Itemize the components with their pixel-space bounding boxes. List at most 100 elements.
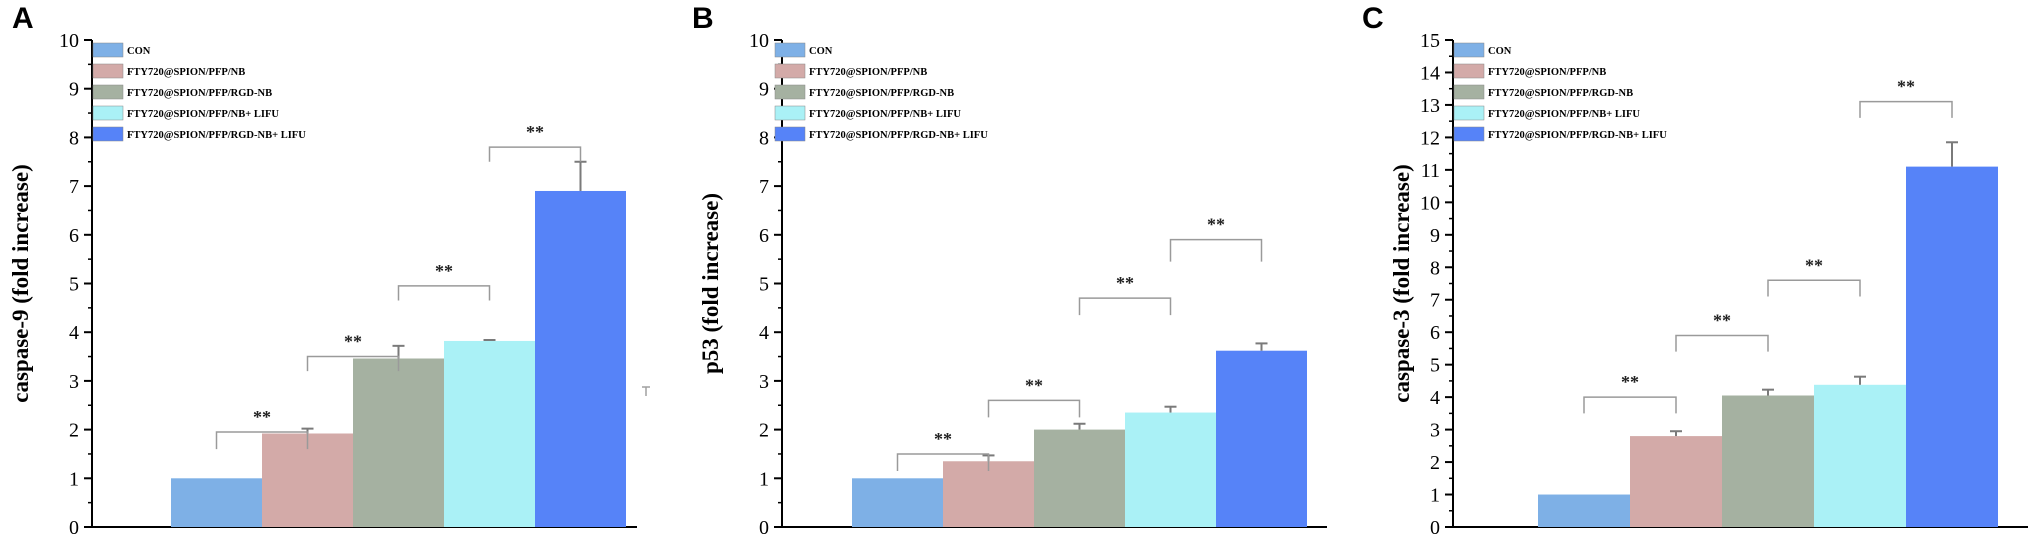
- bar-4: [1814, 384, 1906, 527]
- significance-label: **: [1897, 77, 1915, 97]
- significance-bracket: [1767, 279, 1861, 297]
- legend-label: FTY720@SPION/PFP/RGD-NB+ LIFU: [809, 130, 988, 141]
- significance-label: **: [1025, 375, 1043, 395]
- bar-2: [262, 433, 353, 527]
- y-tick-label: 10: [1420, 192, 1440, 214]
- stray-mark: [642, 386, 650, 396]
- significance-bracket: [215, 431, 309, 450]
- y-tick-label: 1: [1430, 485, 1440, 507]
- y-tick-label: 5: [759, 274, 769, 296]
- legend-swatch: [92, 63, 124, 79]
- significance-bracket: [1583, 396, 1677, 414]
- y-tick-label: 7: [759, 176, 769, 198]
- panel-letter: C: [1362, 2, 1384, 35]
- legend-label: FTY720@SPION/PFP/RGD-NB: [127, 88, 272, 99]
- y-tick-label: 12: [1420, 127, 1440, 149]
- legend-label: CON: [809, 46, 833, 57]
- y-axis-label: caspase-3 (fold increase): [1389, 164, 1414, 402]
- y-tick-label: 0: [1430, 517, 1440, 539]
- bar-5: [1906, 166, 1998, 527]
- legend-swatch: [774, 105, 806, 121]
- y-tick-label: 3: [69, 371, 79, 393]
- y-tick-label: 8: [69, 127, 79, 149]
- significance-label: **: [526, 122, 544, 142]
- y-tick-label: 3: [1430, 420, 1440, 442]
- legend-label: FTY720@SPION/PFP/NB+ LIFU: [809, 109, 961, 120]
- bar-4: [444, 340, 535, 527]
- legend-label: FTY720@SPION/PFP/NB+ LIFU: [127, 109, 279, 120]
- y-tick-label: 2: [1430, 452, 1440, 474]
- legend-swatch: [774, 84, 806, 100]
- legend: CON FTY720@SPION/PFP/NB FTY720@SPION/PFP/R…: [92, 42, 306, 142]
- legend: CON FTY720@SPION/PFP/NB FTY720@SPION/PFP/R…: [774, 42, 988, 142]
- y-tick-label: 0: [69, 517, 79, 539]
- legend-swatch: [1453, 84, 1485, 100]
- significance-label: **: [1621, 372, 1639, 392]
- legend-swatch: [774, 42, 806, 58]
- bar-2: [1630, 436, 1722, 527]
- y-tick-label: 0: [759, 517, 769, 539]
- y-tick-label: 1: [759, 468, 769, 490]
- legend-label: FTY720@SPION/PFP/NB+ LIFU: [1488, 109, 1640, 120]
- panel-letter: A: [12, 2, 34, 35]
- y-tick-label: 4: [69, 322, 79, 344]
- y-tick-label: 9: [759, 79, 769, 101]
- y-tick-label: 8: [1430, 257, 1440, 279]
- significance-bracket: [397, 285, 491, 301]
- legend-swatch: [774, 63, 806, 79]
- legend-label: FTY720@SPION/PFP/NB: [809, 67, 927, 78]
- significance-bracket: [488, 146, 582, 162]
- y-axis-label: caspase-9 (fold increase): [8, 164, 33, 402]
- legend-swatch: [774, 126, 806, 142]
- legend-swatch: [1453, 63, 1485, 79]
- significance-bracket: [306, 355, 400, 372]
- significance-label: **: [1207, 215, 1225, 235]
- legend-swatch: [92, 126, 124, 142]
- legend: CON FTY720@SPION/PFP/NB FTY720@SPION/PFP/R…: [1453, 42, 1667, 142]
- significance-label: **: [344, 332, 362, 352]
- y-tick-label: 15: [1420, 30, 1440, 52]
- y-tick-label: 3: [759, 371, 769, 393]
- y-tick-label: 9: [1430, 225, 1440, 247]
- chart-panel-b: B 0 1 2 3 4 5 6 7 8 9 10 p53 (fold increase) ** ** ** **…: [692, 2, 1327, 539]
- y-tick-label: 5: [1430, 355, 1440, 377]
- legend-label: FTY720@SPION/PFP/NB: [1488, 67, 1606, 78]
- significance-label: **: [934, 429, 952, 449]
- legend-swatch: [1453, 126, 1485, 142]
- bar-3: [353, 358, 444, 527]
- y-tick-label: 14: [1420, 62, 1440, 84]
- legend-swatch: [1453, 105, 1485, 121]
- legend-label: CON: [1488, 46, 1512, 57]
- significance-bracket: [1078, 297, 1172, 316]
- y-tick-label: 9: [69, 79, 79, 101]
- significance-bracket: [1859, 100, 1953, 118]
- y-tick-label: 7: [69, 176, 79, 198]
- y-tick-label: 6: [759, 225, 769, 247]
- legend-label: FTY720@SPION/PFP/RGD-NB: [809, 88, 954, 99]
- bar-1: [1538, 494, 1630, 527]
- legend-label: FTY720@SPION/PFP/RGD-NB+ LIFU: [1488, 130, 1667, 141]
- significance-bracket: [896, 453, 990, 471]
- y-tick-label: 4: [1430, 387, 1440, 409]
- legend-label: FTY720@SPION/PFP/RGD-NB+ LIFU: [127, 130, 306, 141]
- bar-4: [1125, 412, 1216, 527]
- significance-label: **: [1116, 273, 1134, 293]
- significance-label: **: [1713, 310, 1731, 330]
- significance-bracket: [1169, 238, 1263, 262]
- y-tick-label: 13: [1420, 95, 1440, 117]
- y-tick-label: 7: [1430, 290, 1440, 312]
- y-tick-label: 11: [1421, 160, 1440, 182]
- y-tick-label: 1: [69, 468, 79, 490]
- y-tick-label: 6: [1430, 322, 1440, 344]
- legend-label: FTY720@SPION/PFP/NB: [127, 67, 245, 78]
- y-tick-label: 4: [759, 322, 769, 344]
- legend-swatch: [92, 84, 124, 100]
- legend-label: FTY720@SPION/PFP/RGD-NB: [1488, 88, 1633, 99]
- panel-letter: B: [692, 2, 714, 35]
- significance-label: **: [253, 407, 271, 427]
- chart-panel-a: A 0 1 2 3 4 5 6 7 8 9 10 caspase-9 (fold increase) **…: [8, 2, 637, 539]
- bar-5: [535, 190, 626, 527]
- bar-3: [1722, 395, 1814, 527]
